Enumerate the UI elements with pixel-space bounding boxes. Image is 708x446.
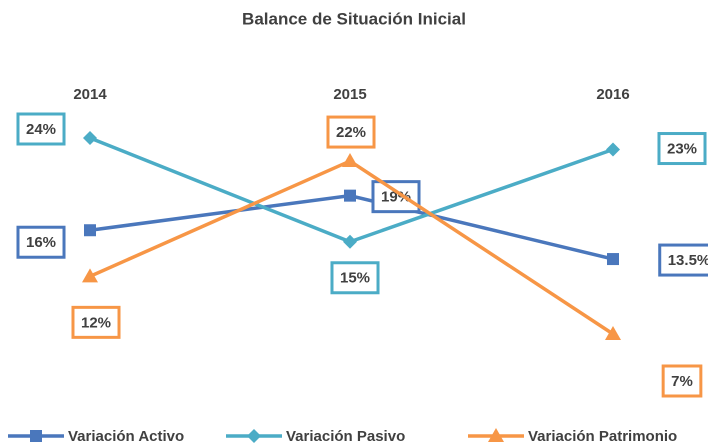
legend-label: Variación Pasivo: [286, 428, 405, 445]
marker: [605, 326, 621, 340]
marker: [30, 430, 42, 442]
data-label-text: 7%: [671, 373, 693, 390]
data-label: 12%: [71, 305, 121, 339]
marker: [342, 153, 358, 168]
data-label-text: 24%: [26, 121, 56, 138]
legend-item: Variación Pasivo: [226, 428, 405, 445]
data-label-text: 23%: [667, 140, 697, 157]
legend-label: Variación Patrimonio: [528, 428, 677, 445]
category-label: 2015: [333, 86, 366, 103]
data-label-box: [661, 364, 703, 398]
marker: [82, 268, 98, 283]
data-label-text: 13.5%: [668, 252, 708, 269]
data-label: 16%: [16, 225, 66, 259]
marker: [83, 131, 97, 145]
data-label-text: 16%: [26, 234, 56, 251]
marker: [607, 253, 619, 266]
legend-label: Variación Activo: [68, 428, 184, 445]
data-label: 23%: [657, 132, 707, 166]
data-label-text: 15%: [340, 270, 370, 287]
marker: [84, 224, 96, 237]
data-label-box: [658, 243, 708, 277]
legend-item: Variación Patrimonio: [468, 428, 677, 445]
data-label-text: 19%: [381, 189, 411, 206]
data-label-box: [16, 112, 66, 146]
series-line: [89, 193, 614, 261]
series-line: [89, 159, 614, 336]
chart-title: Balance de Situación Inicial: [242, 9, 466, 28]
marker: [488, 428, 504, 442]
marker: [247, 429, 261, 443]
data-label-box: [71, 305, 121, 339]
data-label: 19%: [371, 180, 421, 214]
data-label-box: [371, 180, 421, 214]
data-label-box: [326, 115, 376, 149]
data-label: 13.5%: [658, 243, 708, 277]
data-label-text: 12%: [81, 314, 111, 331]
marker: [606, 142, 620, 157]
data-label: 24%: [16, 112, 66, 146]
category-label: 2016: [596, 86, 629, 103]
marker: [343, 234, 357, 249]
data-label-box: [16, 225, 66, 259]
data-label-text: 22%: [336, 124, 366, 141]
data-label: 22%: [326, 115, 376, 149]
category-label: 2014: [73, 86, 107, 103]
data-label: 7%: [661, 364, 703, 398]
legend-item: Variación Activo: [8, 428, 184, 445]
data-label: 15%: [330, 261, 380, 295]
data-label-box: [657, 132, 707, 166]
data-label-box: [330, 261, 380, 295]
marker: [344, 189, 356, 202]
